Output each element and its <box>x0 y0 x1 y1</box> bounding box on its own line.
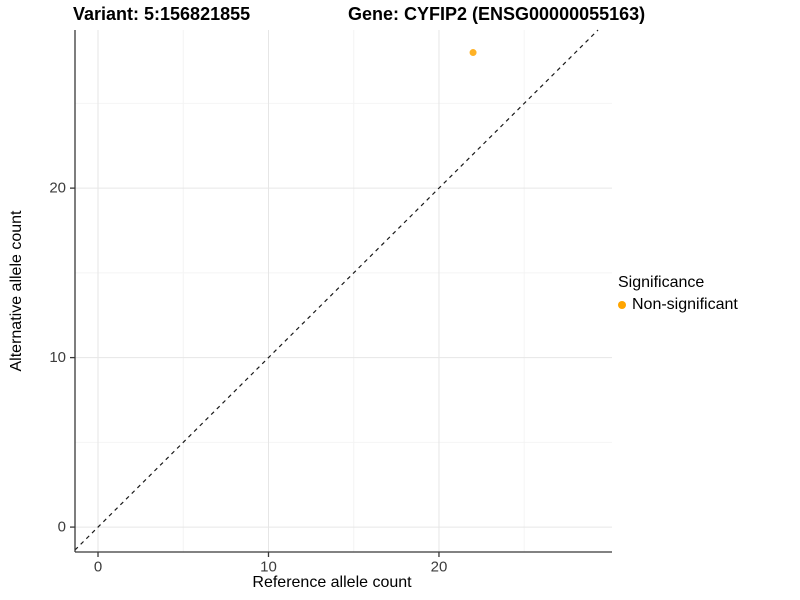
legend-title: Significance <box>618 274 705 291</box>
plot-title-variant: Variant: 5:156821855 <box>73 4 251 24</box>
legend-item-label: Non-significant <box>632 296 738 313</box>
x-tick-label: 20 <box>431 559 448 576</box>
y-axis-title: Alternative allele count <box>8 210 25 372</box>
y-tick-label: 20 <box>49 180 66 197</box>
non-significant-dot-icon <box>618 301 626 309</box>
y-tick-label: 10 <box>49 349 66 366</box>
x-axis-title: Reference allele count <box>252 574 412 591</box>
y-tick-label: 0 <box>58 519 66 536</box>
x-tick-label: 10 <box>260 559 277 576</box>
legend-item: Non-significant <box>618 295 738 315</box>
plot-title-gene: Gene: CYFIP2 (ENSG00000055163) <box>348 4 646 24</box>
x-tick-label: 0 <box>94 559 102 576</box>
legend: Significance Non-significant <box>618 273 738 315</box>
data-point <box>469 49 477 57</box>
identity-line <box>74 29 599 551</box>
